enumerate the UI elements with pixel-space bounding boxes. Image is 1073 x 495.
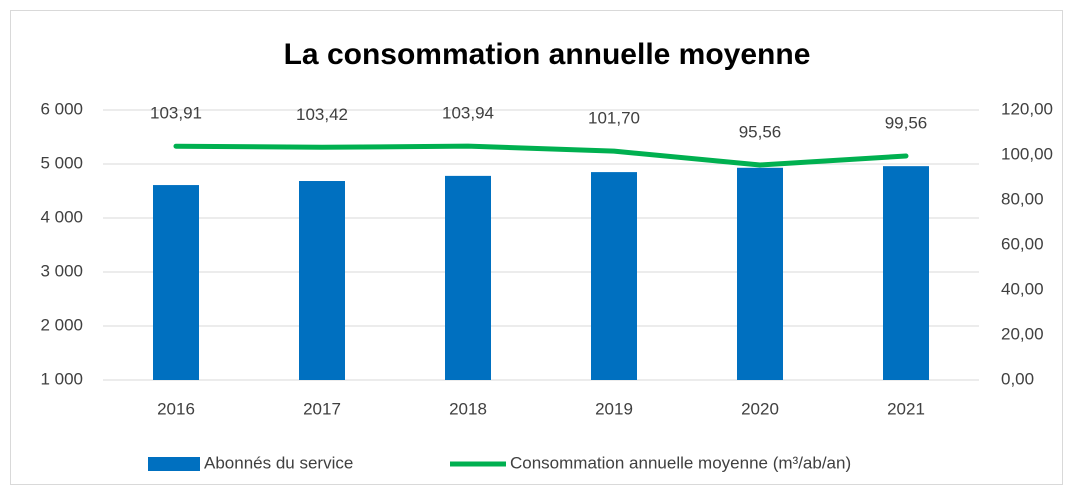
y-tick-label: 1 000 [40,369,83,388]
data-label: 103,91 [150,104,202,123]
line [173,143,909,168]
data-label: 103,94 [442,104,494,123]
x-tick-label: 2016 [157,399,195,418]
bar [153,185,199,380]
data-label: 103,42 [296,105,348,124]
y2-tick-label: 100,00 [1001,144,1053,163]
data-label: 95,56 [739,122,782,141]
y-tick-label: 4 000 [40,207,83,226]
x-tick-label: 2018 [449,399,487,418]
bar [883,166,929,380]
x-tick-label: 2021 [887,399,925,418]
y-tick-label: 3 000 [40,261,83,280]
bar [445,175,491,380]
y2-tick-label: 120,00 [1001,99,1053,118]
legend-label: Consommation annuelle moyenne (m³/ab/an) [510,453,851,472]
data-label: 101,70 [588,109,640,128]
x-tick-label: 2019 [595,399,633,418]
x-tick-label: 2017 [303,399,341,418]
y2-tick-label: 60,00 [1001,234,1044,253]
x-tick-label: 2020 [741,399,779,418]
chart-title: La consommation annuelle moyenne [284,38,811,71]
bar [737,167,783,380]
legend-swatch [148,457,200,471]
y2-tick-label: 20,00 [1001,324,1044,343]
data-label: 99,56 [885,113,928,132]
bar [299,181,345,380]
y-tick-label: 6 000 [40,99,83,118]
y2-tick-label: 0,00 [1001,369,1034,388]
y2-tick-label: 40,00 [1001,279,1044,298]
bar [591,172,637,380]
y2-tick-label: 80,00 [1001,189,1044,208]
y-tick-label: 5 000 [40,153,83,172]
y-tick-label: 2 000 [40,315,83,334]
legend-label: Abonnés du service [204,453,353,472]
